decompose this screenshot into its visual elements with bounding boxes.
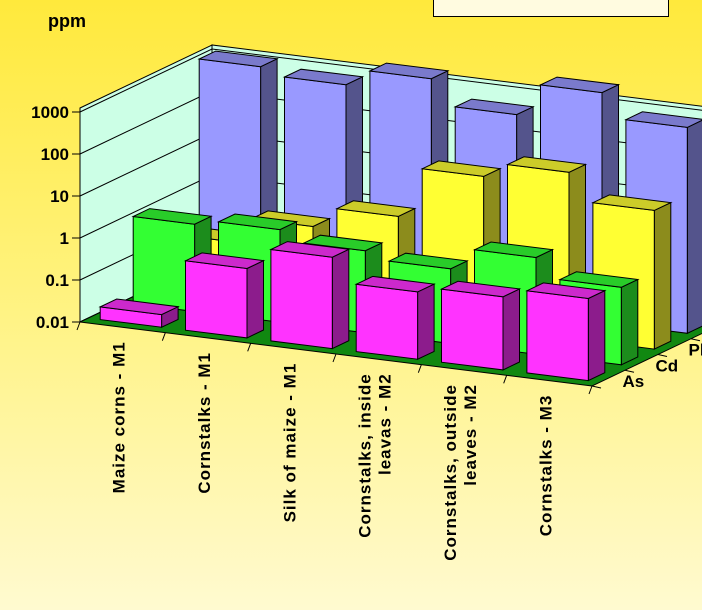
bar-side: [417, 283, 435, 360]
bar: [439, 280, 522, 371]
bar-top: [131, 208, 213, 225]
bar-top: [98, 298, 180, 316]
category-label-line: leaves - M2: [461, 384, 480, 486]
category-label: Cornstalks - M3: [536, 395, 555, 537]
bar-side: [686, 119, 702, 335]
bar: [525, 282, 607, 382]
z-tick: [690, 338, 701, 342]
y-tick-label: 0.01: [36, 313, 69, 332]
bar-front: [185, 260, 248, 339]
category-label: Silk of maize - M1: [280, 363, 299, 523]
bar-front: [526, 290, 589, 382]
x-tick: [417, 364, 422, 373]
bar-side: [620, 278, 639, 366]
bar-top: [505, 156, 588, 173]
bar-side: [246, 259, 264, 339]
x-tick: [161, 332, 166, 341]
bar-top: [216, 213, 299, 231]
x-tick: [332, 353, 337, 363]
bar: [183, 252, 266, 339]
category-label: Cornstalks, insideleavas - M2: [356, 373, 395, 537]
bar-top: [538, 76, 621, 94]
category-label-line: Cornstalks, inside: [356, 373, 375, 537]
category-label: Cornstalks - M1: [195, 352, 214, 494]
bar-top: [197, 50, 279, 68]
bar-front: [270, 248, 333, 350]
z-tick: [657, 354, 668, 357]
bar-top: [591, 194, 673, 211]
bar-front: [355, 283, 419, 360]
bar-front: [441, 288, 504, 371]
category-label-line: Silk of maize - M1: [280, 363, 299, 523]
bar-top: [302, 234, 384, 252]
category-label-line: Cornstalks - M3: [536, 395, 555, 537]
bar: [98, 298, 180, 328]
y-tick-label: 10: [50, 187, 69, 206]
legend-box: [433, 0, 669, 17]
y-tick-label: 1000: [31, 103, 69, 122]
z-tick: [591, 385, 602, 389]
bar-top: [335, 200, 417, 217]
bar-top: [269, 241, 351, 258]
category-label-line: Maize corns - M1: [110, 341, 129, 493]
bar-top: [420, 160, 502, 177]
bar-top: [453, 98, 535, 116]
bar-top: [282, 68, 365, 86]
category-label: Cornstalks, outsideleaves - M2: [441, 384, 480, 561]
bar-top: [558, 271, 640, 288]
bar-top: [183, 252, 266, 270]
bar: [354, 275, 436, 360]
bar-side: [331, 248, 350, 350]
x-tick: [247, 343, 252, 352]
bar-top: [525, 282, 607, 300]
category-label: Maize corns - M1: [110, 341, 129, 493]
plot-group: 0.01 0.1 1 10 100 1000 Maize corns - M1 Cornsta…: [31, 44, 702, 561]
series-label: As: [623, 372, 645, 391]
bar: [269, 241, 351, 350]
series-label: Cd: [656, 356, 679, 375]
y-tick-label: 0.1: [45, 271, 69, 290]
y-tick-label: 1: [60, 229, 69, 248]
y-axis-label: ppm: [48, 11, 86, 31]
bar-side: [653, 201, 672, 350]
category-label-line: Cornstalks - M1: [195, 352, 214, 494]
category-label-line: Cornstalks, outside: [441, 384, 460, 561]
bar-top: [472, 241, 555, 259]
z-tick: [624, 369, 635, 373]
x-tick: [76, 321, 81, 331]
series-label: Pb: [689, 341, 702, 360]
bar-top: [439, 280, 522, 298]
x-tick: [503, 375, 508, 384]
bar-side: [502, 288, 520, 371]
bar-top: [387, 252, 469, 270]
category-label-line: leavas - M2: [376, 373, 395, 475]
bar-side: [587, 289, 606, 382]
bar-top: [354, 275, 436, 293]
x-tick: [588, 385, 593, 395]
bar-top: [368, 62, 450, 80]
bar-top: [624, 111, 702, 128]
y-tick-label: 100: [41, 145, 69, 164]
